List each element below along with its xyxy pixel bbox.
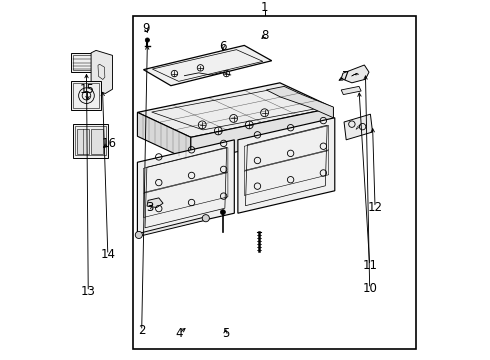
Text: 5: 5: [221, 327, 229, 340]
Polygon shape: [137, 140, 234, 235]
Text: 12: 12: [368, 201, 383, 214]
Polygon shape: [191, 108, 333, 161]
Circle shape: [135, 231, 143, 239]
Text: 2: 2: [138, 324, 146, 337]
Text: 6: 6: [219, 40, 227, 53]
Circle shape: [202, 215, 209, 222]
Text: 9: 9: [142, 22, 150, 35]
Bar: [75, 126, 106, 156]
Text: 15: 15: [80, 83, 95, 96]
Bar: [74, 83, 99, 108]
Text: 16: 16: [101, 137, 117, 150]
Bar: [71, 53, 97, 72]
Text: 13: 13: [81, 285, 96, 298]
Text: 7: 7: [342, 70, 349, 83]
Text: 14: 14: [100, 248, 115, 261]
Polygon shape: [91, 50, 113, 94]
Text: 3: 3: [146, 201, 153, 214]
Bar: [91, 129, 103, 154]
Polygon shape: [344, 114, 372, 140]
Bar: [77, 129, 89, 154]
Polygon shape: [137, 112, 191, 161]
Text: 4: 4: [175, 327, 183, 340]
Circle shape: [220, 210, 225, 215]
Text: 1: 1: [261, 1, 269, 14]
Bar: [74, 55, 95, 70]
Polygon shape: [137, 83, 333, 137]
Bar: [71, 81, 101, 110]
Circle shape: [145, 38, 149, 42]
Text: 8: 8: [261, 29, 269, 42]
Text: 11: 11: [362, 259, 377, 272]
Polygon shape: [341, 86, 361, 95]
Text: 10: 10: [362, 282, 377, 295]
Polygon shape: [267, 86, 333, 118]
Polygon shape: [144, 45, 272, 86]
Bar: [74, 124, 108, 158]
Polygon shape: [238, 118, 335, 213]
Polygon shape: [147, 198, 163, 207]
Polygon shape: [341, 65, 369, 83]
Bar: [133, 16, 416, 349]
Polygon shape: [138, 217, 206, 237]
